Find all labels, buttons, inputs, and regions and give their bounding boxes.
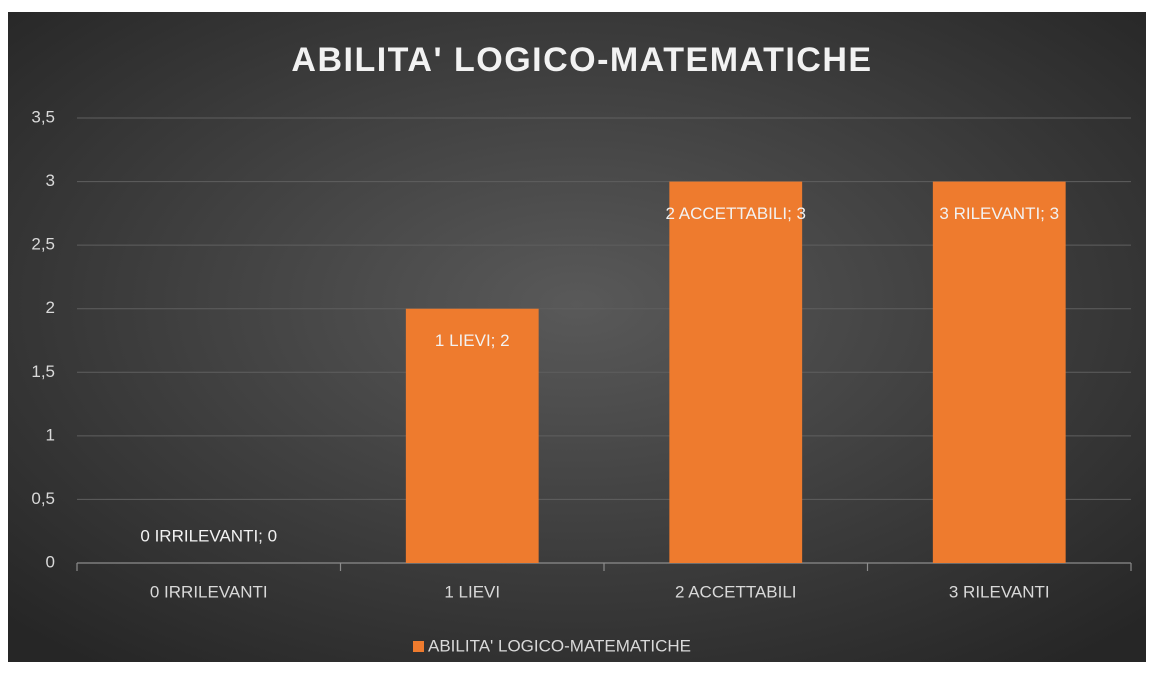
y-tick-label: 0: [46, 552, 55, 571]
bar: [932, 181, 1066, 564]
y-tick-label: 0,5: [31, 489, 55, 508]
bar: [669, 181, 803, 564]
y-tick-label: 3,5: [31, 107, 55, 126]
data-label: 1 LIEVI; 2: [435, 331, 510, 350]
legend-swatch: [413, 641, 424, 652]
x-tick-label: 0 IRRILEVANTI: [150, 582, 268, 601]
y-tick-label: 1: [46, 425, 55, 444]
y-tick-label: 1,5: [31, 362, 55, 381]
data-label: 0 IRRILEVANTI; 0: [140, 526, 277, 545]
x-tick-label: 1 LIEVI: [444, 582, 500, 601]
data-label: 3 RILEVANTI; 3: [939, 204, 1059, 223]
y-tick-label: 2: [46, 298, 55, 317]
y-tick-label: 3: [46, 171, 55, 190]
legend-label: ABILITA' LOGICO-MATEMATICHE: [428, 636, 691, 655]
bar: [405, 308, 539, 563]
x-tick-label: 3 RILEVANTI: [949, 582, 1050, 601]
chart-title: ABILITA' LOGICO-MATEMATICHE: [291, 41, 872, 79]
y-tick-label: 2,5: [31, 235, 55, 254]
data-label: 2 ACCETTABILI; 3: [666, 204, 806, 223]
x-tick-label: 2 ACCETTABILI: [675, 582, 797, 601]
